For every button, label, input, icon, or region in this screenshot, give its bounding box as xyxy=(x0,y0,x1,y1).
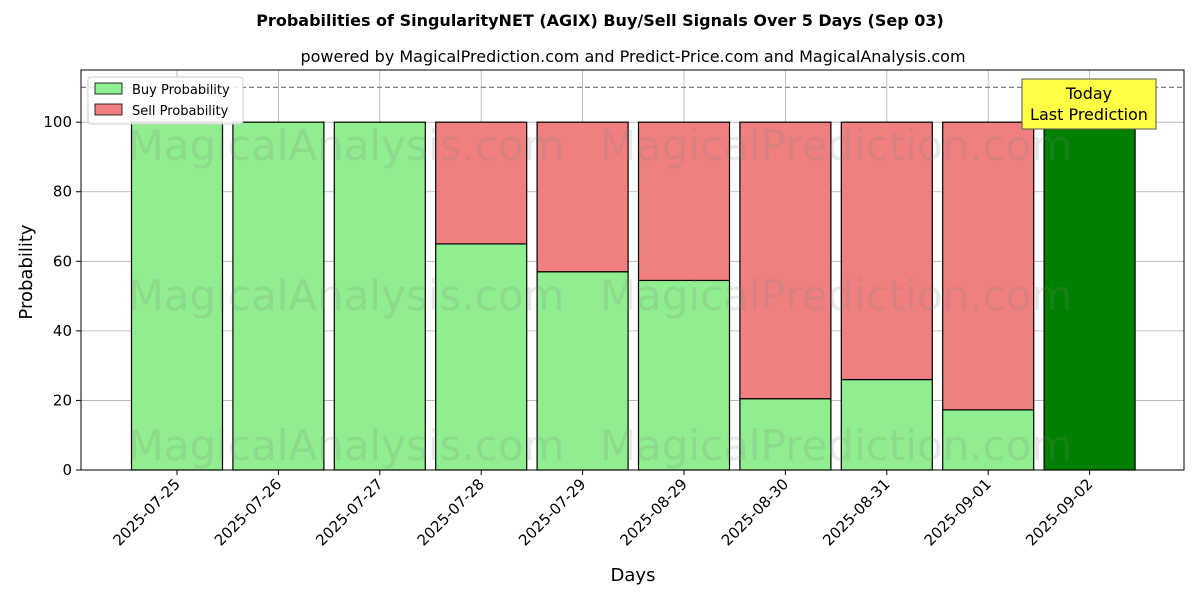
bar-sell xyxy=(435,121,528,245)
today-annotation-line1: Today xyxy=(1065,84,1112,103)
legend-frame xyxy=(87,76,244,125)
watermark-text: MagicalAnalysis.com xyxy=(128,271,565,320)
x-tick-label: 2025-09-02 xyxy=(1022,475,1096,549)
legend-label-sell: Sell Probability xyxy=(132,104,229,119)
bar-sell xyxy=(840,121,933,381)
bars xyxy=(130,121,1136,471)
y-axis-label: Probability xyxy=(16,224,37,319)
x-tick-label: 2025-09-01 xyxy=(921,475,995,549)
bar-buy xyxy=(840,378,933,471)
chart-title: Probabilities of SingularityNET (AGIX) B… xyxy=(256,11,944,30)
watermark-text: MagicalPrediction.com xyxy=(600,421,1073,470)
x-tick-label: 2025-08-31 xyxy=(819,475,893,549)
x-tick-label: 2025-08-29 xyxy=(616,475,690,549)
x-tick-label: 2025-07-26 xyxy=(211,475,285,549)
bar-buy xyxy=(130,121,224,471)
watermark-text: MagicalPrediction.com xyxy=(600,271,1073,320)
y-tick-label: 100 xyxy=(43,113,72,131)
y-tick-label: 20 xyxy=(53,391,72,409)
y-axis-ticks: 0 20 40 60 80 100 xyxy=(43,113,81,479)
y-tick-label: 80 xyxy=(53,183,72,201)
bar-buy xyxy=(435,243,528,471)
bar-buy xyxy=(942,409,1035,471)
bar-sell xyxy=(536,121,629,273)
x-tick-label: 2025-07-27 xyxy=(312,475,386,549)
bar-sell xyxy=(942,121,1035,411)
x-axis-label: Days xyxy=(611,565,656,586)
bar-buy xyxy=(739,398,832,471)
x-tick-label: 2025-07-28 xyxy=(414,475,488,549)
legend-swatch-sell xyxy=(94,103,123,116)
y-tick-label: 0 xyxy=(62,461,72,479)
x-tick-label: 2025-08-30 xyxy=(718,475,792,549)
watermark-text: MagicalAnalysis.com xyxy=(128,121,565,170)
chart-subtitle: powered by MagicalPrediction.com and Pre… xyxy=(300,47,965,66)
y-tick-label: 40 xyxy=(53,322,72,340)
today-annotation-box xyxy=(1021,78,1157,130)
today-annotation: Today Last Prediction xyxy=(1021,78,1157,130)
watermarks: MagicalAnalysis.com MagicalPrediction.com… xyxy=(128,121,1073,470)
plot-frame xyxy=(80,69,1185,471)
watermark-text: MagicalAnalysis.com xyxy=(128,421,565,470)
today-annotation-line2: Last Prediction xyxy=(1030,105,1148,124)
legend-label-buy: Buy Probability xyxy=(132,83,230,98)
bar-sell xyxy=(739,121,832,400)
bar-sell xyxy=(637,121,731,282)
bar-buy xyxy=(1043,121,1136,471)
legend-swatch-buy xyxy=(94,82,123,95)
legend: Buy Probability Sell Probability xyxy=(87,76,244,125)
x-tick-label: 2025-07-25 xyxy=(109,475,183,549)
y-tick-label: 60 xyxy=(53,252,72,270)
x-axis-ticks: 2025-07-25 2025-07-26 2025-07-27 2025-07-28… xyxy=(109,470,1096,549)
bar-buy xyxy=(536,271,629,471)
watermark-text: MagicalPrediction.com xyxy=(600,121,1073,170)
x-tick-label: 2025-07-29 xyxy=(515,475,589,549)
